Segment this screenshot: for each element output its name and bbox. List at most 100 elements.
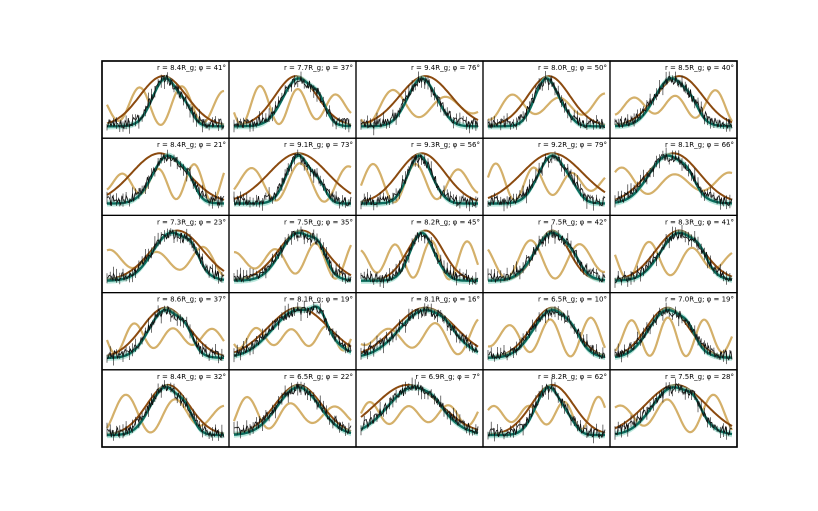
teal-model-line <box>488 231 606 282</box>
data-points <box>106 380 223 441</box>
figure-frame <box>101 60 738 448</box>
data-points <box>614 71 731 132</box>
panel-5: r = 8.5R_g; φ = 40° <box>609 60 738 139</box>
data-line <box>487 76 606 129</box>
panel-frame <box>228 292 357 371</box>
teal-model-band <box>615 229 732 284</box>
data-line <box>487 308 606 360</box>
data-points <box>614 225 731 288</box>
data-points <box>487 306 604 362</box>
gold-model-line <box>487 395 607 431</box>
panel-7: r = 9.1R_g; φ = 73° <box>228 137 357 216</box>
panels-group: r = 8.4R_g; φ = 41° r = 7.7R_g; φ = 37° r … <box>101 60 738 448</box>
panel-19: r = 6.5R_g; φ = 10° <box>482 292 611 371</box>
data-line <box>233 228 352 283</box>
data-points <box>360 154 477 212</box>
data-points <box>233 71 350 133</box>
teal-model-band <box>234 303 351 359</box>
panel-23: r = 6.9R_g; φ = 7° <box>355 369 484 448</box>
data-points <box>106 305 223 366</box>
data-line <box>360 153 479 207</box>
data-points <box>614 378 731 440</box>
gold-model-line <box>360 318 479 356</box>
panel-label: r = 8.3R_g; φ = 41° <box>665 218 734 226</box>
data-line <box>233 383 352 435</box>
gold-model-line <box>486 162 606 202</box>
data-line <box>233 76 352 128</box>
panel-label: r = 7.5R_g; φ = 35° <box>284 218 353 226</box>
data-points <box>614 302 731 365</box>
teal-model-line <box>614 154 733 205</box>
panel-label: r = 8.4R_g; φ = 32° <box>157 373 226 381</box>
panel-label: r = 9.2R_g; φ = 79° <box>538 141 607 149</box>
panel-17: r = 8.1R_g; φ = 19° <box>228 292 357 371</box>
brown-model-line <box>487 383 606 436</box>
teal-model-band <box>488 307 605 361</box>
panel-2: r = 7.7R_g; φ = 37° <box>228 60 357 139</box>
data-points <box>360 303 477 360</box>
data-line <box>614 153 733 207</box>
data-points <box>487 71 604 131</box>
panel-22: r = 6.5R_g; φ = 22° <box>228 369 357 448</box>
brown-model-line <box>360 152 479 203</box>
panel-20: r = 7.0R_g; φ = 19° <box>609 292 738 371</box>
panel-label: r = 8.0R_g; φ = 50° <box>538 64 607 72</box>
data-line <box>106 383 225 439</box>
panel-label: r = 9.1R_g; φ = 73° <box>284 141 353 149</box>
panel-14: r = 7.5R_g; φ = 42° <box>482 214 611 294</box>
panel-24: r = 8.2R_g; φ = 62° <box>482 369 611 448</box>
data-line <box>614 231 733 284</box>
gold-model-line <box>106 245 225 277</box>
data-line <box>614 383 733 437</box>
gold-model-line <box>106 163 226 204</box>
panel-label: r = 6.5R_g; φ = 22° <box>284 373 353 381</box>
data-points <box>106 72 223 134</box>
data-points <box>233 300 350 363</box>
gold-model-line <box>359 162 479 204</box>
panel-frame <box>228 369 357 448</box>
gold-model-line <box>360 239 480 281</box>
panel-label: r = 6.9R_g; φ = 7° <box>415 373 480 381</box>
teal-model-band <box>107 384 224 439</box>
data-points <box>233 149 350 211</box>
panel-12: r = 7.5R_g; φ = 35° <box>228 214 357 294</box>
panel-frame <box>609 369 738 448</box>
teal-model-band <box>107 229 224 284</box>
panel-1: r = 8.4R_g; φ = 41° <box>101 60 230 139</box>
data-line <box>360 231 479 284</box>
panel-frame <box>355 369 484 448</box>
panel-9: r = 9.2R_g; φ = 79° <box>482 137 611 216</box>
teal-model-line <box>361 231 478 282</box>
gold-model-line <box>614 166 733 195</box>
data-line <box>360 383 479 436</box>
data-points <box>233 381 350 439</box>
panel-label: r = 8.6R_g; φ = 37° <box>157 296 226 304</box>
panel-label: r = 8.4R_g; φ = 21° <box>157 141 226 149</box>
data-points <box>360 377 477 436</box>
panel-13: r = 8.2R_g; φ = 45° <box>355 214 484 294</box>
data-line <box>487 230 606 283</box>
teal-model-line <box>361 77 478 128</box>
data-line <box>614 307 733 361</box>
panel-label: r = 9.3R_g; φ = 56° <box>411 141 480 149</box>
gold-model-line <box>487 316 607 358</box>
panel-label: r = 8.1R_g; φ = 19° <box>284 296 353 304</box>
data-points <box>233 226 350 284</box>
panel-label: r = 8.1R_g; φ = 16° <box>411 296 480 304</box>
panel-label: r = 7.7R_g; φ = 37° <box>284 64 353 72</box>
panel-10: r = 8.1R_g; φ = 66° <box>609 137 738 216</box>
panel-8: r = 9.3R_g; φ = 56° <box>355 137 484 216</box>
panel-4: r = 8.0R_g; φ = 50° <box>482 60 611 139</box>
panel-label: r = 7.0R_g; φ = 19° <box>665 296 734 304</box>
data-points <box>360 71 477 136</box>
gold-model-line <box>232 84 352 126</box>
gold-model-line <box>614 89 733 122</box>
teal-model-line <box>361 154 478 205</box>
gold-model-line <box>233 242 353 280</box>
teal-model-line <box>234 231 352 282</box>
teal-model-band <box>361 229 478 284</box>
panel-label: r = 8.4R_g; φ = 41° <box>157 64 226 72</box>
panel-label: r = 7.3R_g; φ = 23° <box>157 218 226 226</box>
gold-model-line <box>106 85 225 126</box>
